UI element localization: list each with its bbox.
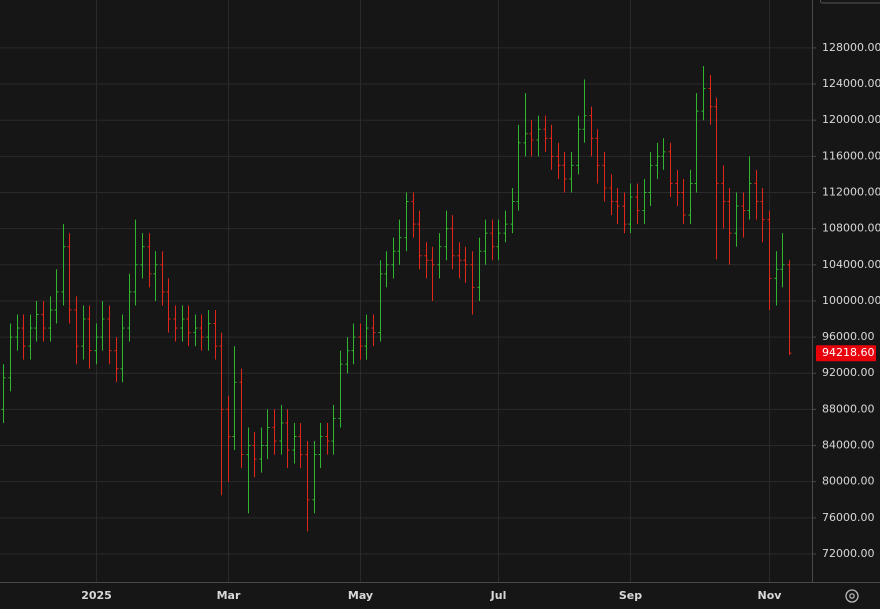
y-tick-label: 104000.00 bbox=[822, 258, 880, 271]
x-tick-label: Mar bbox=[217, 589, 241, 602]
y-tick-label: 100000.00 bbox=[822, 294, 880, 307]
y-tick-label: 128000.00 bbox=[822, 41, 880, 54]
y-tick-label: 124000.00 bbox=[822, 77, 880, 90]
top-widget[interactable] bbox=[820, 0, 880, 4]
y-tick-label: 108000.00 bbox=[822, 222, 880, 235]
x-tick-label: Jul bbox=[490, 589, 507, 602]
y-tick-label: 116000.00 bbox=[822, 149, 880, 162]
last-price-box bbox=[816, 345, 876, 362]
y-tick-label: 76000.00 bbox=[822, 511, 875, 524]
x-tick-label: Sep bbox=[619, 589, 642, 602]
labels: 72000.00 76000.00 80000.00 84000.00 88000.00… bbox=[81, 41, 880, 602]
y-tick-label: 72000.00 bbox=[822, 547, 875, 560]
y-tick-label: 88000.00 bbox=[822, 402, 875, 415]
y-tick-label: 84000.00 bbox=[822, 439, 875, 452]
y-tick-label: 80000.00 bbox=[822, 475, 875, 488]
x-tick-label: May bbox=[348, 589, 373, 602]
settings-button[interactable] bbox=[845, 589, 859, 603]
y-tick-label: 120000.00 bbox=[822, 113, 880, 126]
x-tick-label: Nov bbox=[758, 589, 783, 602]
bars bbox=[1, 65, 792, 532]
last-price-label: 94218.60 bbox=[822, 346, 875, 359]
y-tick-label: 96000.00 bbox=[822, 330, 875, 343]
x-tick-label: 2025 bbox=[81, 589, 112, 602]
y-tick-label: 92000.00 bbox=[822, 366, 875, 379]
y-tick-label: 112000.00 bbox=[822, 185, 880, 198]
